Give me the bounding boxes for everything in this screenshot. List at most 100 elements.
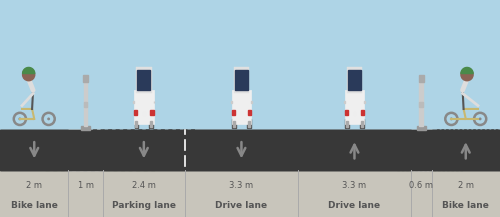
- Text: Bike lane: Bike lane: [11, 201, 58, 210]
- Bar: [136, 121, 138, 127]
- Circle shape: [19, 118, 20, 120]
- Polygon shape: [456, 130, 498, 170]
- Polygon shape: [76, 130, 120, 170]
- Text: Parking lane: Parking lane: [112, 201, 176, 210]
- Bar: [134, 110, 137, 115]
- Bar: [232, 90, 251, 123]
- Polygon shape: [91, 130, 134, 170]
- Bar: [150, 121, 152, 127]
- Bar: [420, 102, 423, 107]
- Bar: [68, 130, 102, 170]
- Circle shape: [22, 69, 34, 81]
- Text: 2 m: 2 m: [458, 181, 474, 190]
- Polygon shape: [22, 67, 34, 74]
- Text: Drive lane: Drive lane: [216, 201, 268, 210]
- Bar: [0, 130, 68, 170]
- Bar: [348, 70, 361, 90]
- Bar: [248, 121, 250, 127]
- Polygon shape: [68, 130, 112, 170]
- Polygon shape: [46, 130, 90, 170]
- Polygon shape: [411, 130, 453, 170]
- Bar: [361, 110, 364, 115]
- Polygon shape: [438, 130, 480, 170]
- Bar: [418, 75, 424, 82]
- Bar: [411, 130, 432, 170]
- Polygon shape: [114, 130, 157, 170]
- Bar: [0, 130, 500, 217]
- Polygon shape: [442, 130, 485, 170]
- Polygon shape: [129, 130, 172, 170]
- Bar: [232, 110, 235, 115]
- Bar: [231, 100, 232, 103]
- Bar: [150, 110, 154, 115]
- Polygon shape: [136, 130, 180, 170]
- Text: Drive lane: Drive lane: [328, 201, 380, 210]
- Bar: [247, 120, 250, 128]
- Bar: [346, 67, 362, 93]
- Polygon shape: [447, 130, 490, 170]
- Bar: [102, 130, 500, 170]
- Polygon shape: [452, 130, 494, 170]
- Polygon shape: [106, 130, 150, 170]
- Bar: [84, 102, 87, 107]
- Text: 2.4 m: 2.4 m: [132, 181, 156, 190]
- Circle shape: [461, 69, 473, 81]
- Bar: [150, 120, 153, 128]
- Text: 3.3 m: 3.3 m: [342, 181, 366, 190]
- Bar: [81, 126, 90, 130]
- Polygon shape: [84, 130, 127, 170]
- Bar: [360, 120, 364, 128]
- Bar: [234, 67, 249, 93]
- Bar: [0, 130, 411, 170]
- Bar: [0, 130, 500, 170]
- Bar: [416, 126, 426, 130]
- Text: 3.3 m: 3.3 m: [230, 181, 254, 190]
- Polygon shape: [461, 67, 473, 74]
- Polygon shape: [424, 130, 467, 170]
- Bar: [432, 130, 500, 170]
- Circle shape: [450, 118, 452, 120]
- Polygon shape: [420, 130, 462, 170]
- Polygon shape: [98, 130, 142, 170]
- Bar: [235, 70, 248, 90]
- Polygon shape: [144, 130, 188, 170]
- Polygon shape: [54, 130, 97, 170]
- Circle shape: [48, 118, 50, 120]
- Polygon shape: [152, 130, 195, 170]
- Bar: [420, 82, 423, 126]
- Bar: [361, 121, 363, 127]
- Bar: [232, 120, 236, 128]
- Bar: [240, 112, 242, 115]
- Polygon shape: [398, 130, 440, 170]
- Polygon shape: [416, 130, 458, 170]
- Bar: [83, 75, 88, 82]
- Bar: [134, 120, 138, 128]
- Bar: [346, 120, 349, 128]
- Text: 1 m: 1 m: [78, 181, 94, 190]
- Bar: [346, 121, 348, 127]
- Circle shape: [480, 118, 481, 120]
- Polygon shape: [61, 130, 104, 170]
- Polygon shape: [429, 130, 471, 170]
- Bar: [136, 67, 152, 93]
- Text: Bike lane: Bike lane: [442, 201, 489, 210]
- Polygon shape: [406, 130, 449, 170]
- Polygon shape: [460, 130, 500, 170]
- Bar: [364, 100, 365, 103]
- Bar: [138, 70, 150, 90]
- Bar: [354, 112, 356, 115]
- Text: 2 m: 2 m: [26, 181, 42, 190]
- Polygon shape: [121, 130, 165, 170]
- Text: 0.6 m: 0.6 m: [409, 181, 433, 190]
- Bar: [84, 82, 87, 126]
- Bar: [344, 110, 348, 115]
- Bar: [233, 121, 235, 127]
- Bar: [251, 100, 252, 103]
- Bar: [248, 110, 251, 115]
- Bar: [143, 112, 145, 115]
- Bar: [344, 90, 364, 123]
- Bar: [134, 90, 154, 123]
- Polygon shape: [402, 130, 444, 170]
- Polygon shape: [434, 130, 476, 170]
- Bar: [0, 0, 500, 130]
